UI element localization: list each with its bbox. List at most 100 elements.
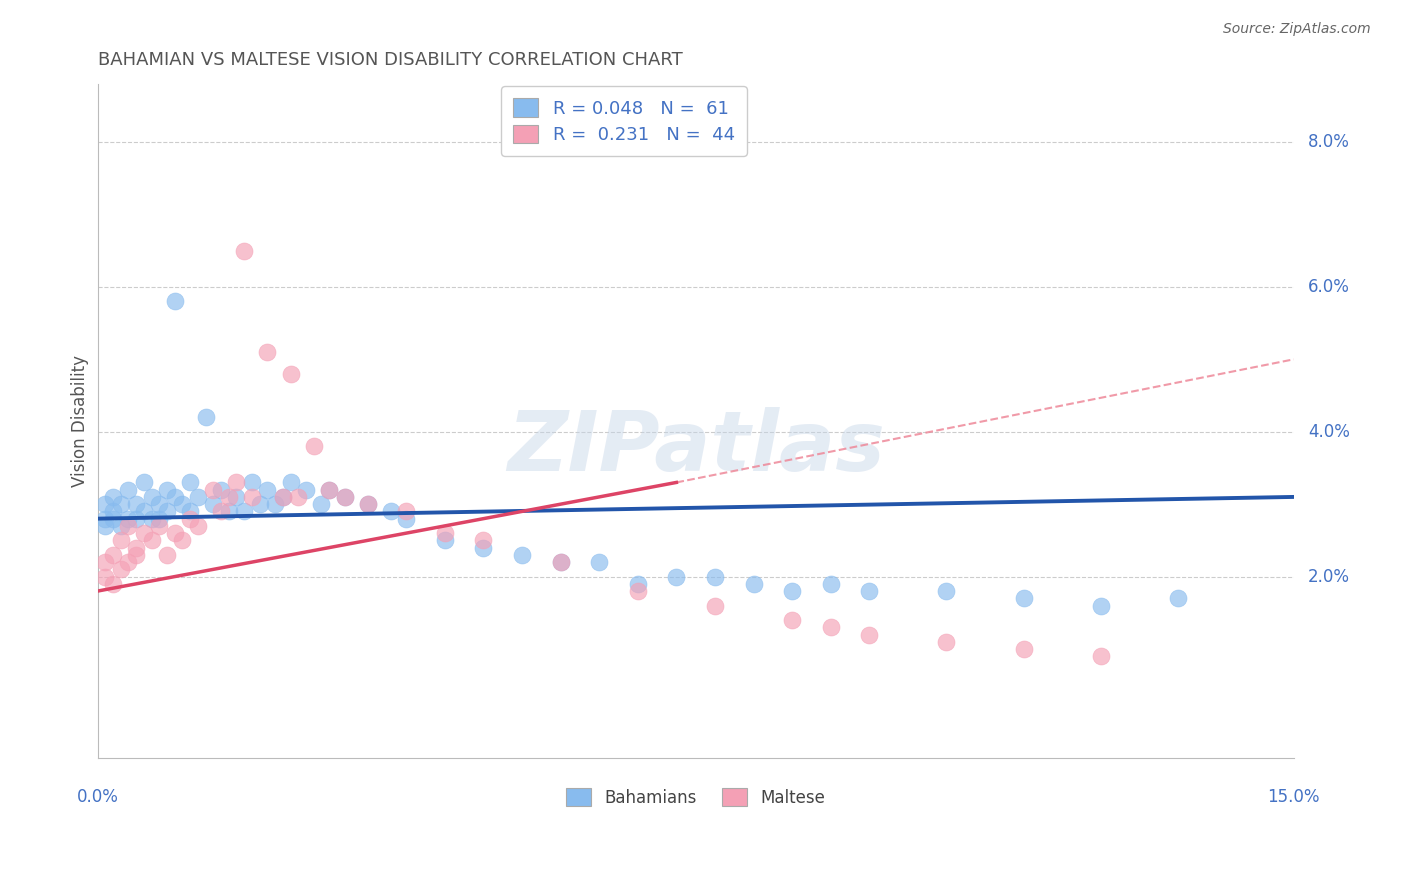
Point [1167, 591, 1189, 606]
Point [550, 555, 572, 569]
Point [101, 548, 124, 562]
Point [132, 475, 155, 490]
Point [627, 584, 650, 599]
Point [110, 533, 132, 548]
Point [395, 511, 418, 525]
Point [233, 244, 256, 258]
Point [163, 526, 186, 541]
Point [94, 555, 117, 569]
Point [302, 439, 325, 453]
Point [380, 504, 402, 518]
Point [780, 584, 803, 599]
Point [1012, 642, 1035, 657]
Text: 8.0%: 8.0% [1308, 133, 1350, 151]
Point [858, 584, 880, 599]
Point [156, 548, 179, 562]
Point [1090, 599, 1112, 613]
Point [117, 511, 139, 525]
Point [125, 548, 148, 562]
Point [101, 490, 124, 504]
Point [141, 490, 163, 504]
Point [179, 475, 201, 490]
Point [433, 533, 456, 548]
Point [148, 497, 170, 511]
Point [218, 490, 240, 504]
Point [117, 519, 139, 533]
Text: 0.0%: 0.0% [77, 789, 118, 806]
Point [240, 490, 263, 504]
Point [125, 541, 148, 555]
Point [264, 497, 287, 511]
Point [311, 497, 333, 511]
Point [101, 511, 124, 525]
Point [1012, 591, 1035, 606]
Text: 4.0%: 4.0% [1308, 423, 1350, 441]
Point [627, 577, 650, 591]
Point [665, 569, 688, 583]
Point [240, 475, 263, 490]
Point [287, 490, 309, 504]
Point [742, 577, 765, 591]
Point [588, 555, 610, 569]
Point [156, 504, 179, 518]
Point [249, 497, 271, 511]
Point [141, 533, 163, 548]
Point [172, 497, 194, 511]
Point [156, 483, 179, 497]
Point [163, 294, 186, 309]
Text: Source: ZipAtlas.com: Source: ZipAtlas.com [1223, 22, 1371, 37]
Point [125, 497, 148, 511]
Point [433, 526, 456, 541]
Point [780, 613, 803, 627]
Point [172, 533, 194, 548]
Point [117, 555, 139, 569]
Point [256, 345, 278, 359]
Point [202, 483, 225, 497]
Point [295, 483, 318, 497]
Point [820, 577, 842, 591]
Point [110, 497, 132, 511]
Point [550, 555, 572, 569]
Point [280, 475, 302, 490]
Point [132, 504, 155, 518]
Point [209, 483, 232, 497]
Text: 15.0%: 15.0% [1267, 789, 1320, 806]
Point [125, 511, 148, 525]
Point [94, 497, 117, 511]
Point [935, 634, 957, 648]
Point [858, 627, 880, 641]
Point [395, 504, 418, 518]
Point [256, 483, 278, 497]
Point [472, 541, 495, 555]
Point [194, 410, 217, 425]
Text: ZIPatlas: ZIPatlas [506, 408, 884, 488]
Point [187, 490, 209, 504]
Point [132, 526, 155, 541]
Point [163, 490, 186, 504]
Point [510, 548, 533, 562]
Text: 2.0%: 2.0% [1308, 567, 1350, 585]
Text: 6.0%: 6.0% [1308, 278, 1350, 296]
Point [1090, 649, 1112, 664]
Point [233, 504, 256, 518]
Point [935, 584, 957, 599]
Point [225, 475, 247, 490]
Point [101, 504, 124, 518]
Point [148, 519, 170, 533]
Point [179, 504, 201, 518]
Point [318, 483, 340, 497]
Point [218, 504, 240, 518]
Point [357, 497, 380, 511]
Point [271, 490, 294, 504]
Point [148, 511, 170, 525]
Point [117, 483, 139, 497]
Point [110, 519, 132, 533]
Point [94, 511, 117, 525]
Point [94, 519, 117, 533]
Point [357, 497, 380, 511]
Point [472, 533, 495, 548]
Point [187, 519, 209, 533]
Point [280, 367, 302, 381]
Text: BAHAMIAN VS MALTESE VISION DISABILITY CORRELATION CHART: BAHAMIAN VS MALTESE VISION DISABILITY CO… [97, 51, 682, 69]
Point [318, 483, 340, 497]
